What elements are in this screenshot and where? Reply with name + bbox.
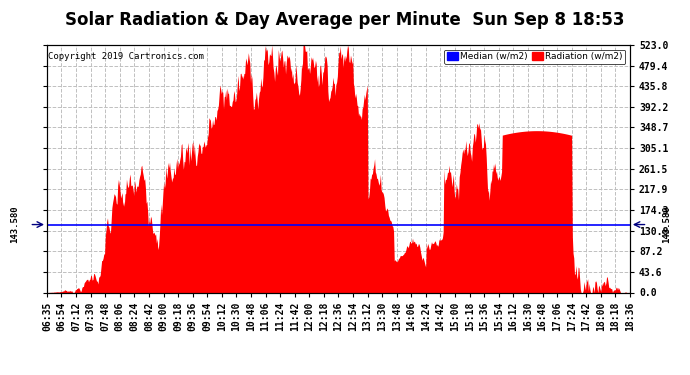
Text: Copyright 2019 Cartronics.com: Copyright 2019 Cartronics.com (48, 53, 204, 62)
Text: 143.580: 143.580 (10, 206, 19, 243)
Text: Solar Radiation & Day Average per Minute  Sun Sep 8 18:53: Solar Radiation & Day Average per Minute… (66, 11, 624, 29)
Text: 143.580: 143.580 (662, 206, 671, 243)
Legend: Median (w/m2), Radiation (w/m2): Median (w/m2), Radiation (w/m2) (444, 50, 625, 64)
